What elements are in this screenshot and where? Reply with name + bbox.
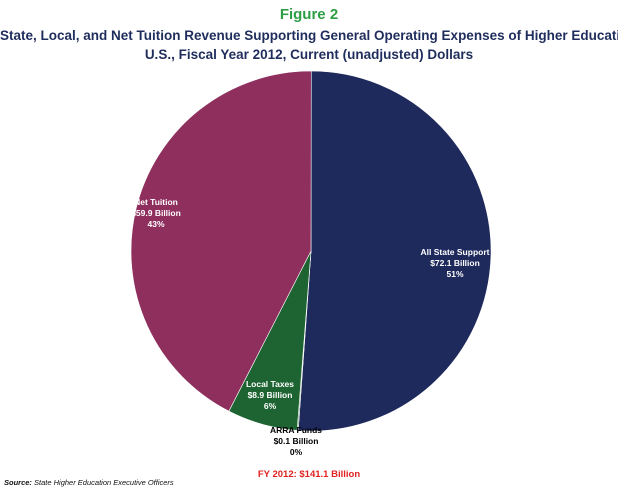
pie-slice-net-tuition (130, 70, 312, 412)
chart-title-line-2: U.S., Fiscal Year 2012, Current (unadjus… (144, 47, 474, 62)
slice-label-net-tuition-value: $59.9 Billion (131, 208, 181, 218)
source-prefix: Source: (4, 478, 32, 487)
slice-label-local-taxes-value: $8.9 Billion (248, 390, 293, 400)
source-text: State Higher Education Executive Officer… (34, 478, 174, 487)
slice-label-net-tuition-name: Net Tuition (134, 197, 178, 207)
figure-label: Figure 2 (279, 6, 339, 23)
slice-label-arra-funds-name: ARRA Funds (270, 425, 322, 435)
chart-title-line-1: State, Local, and Net Tuition Revenue Su… (0, 28, 618, 43)
total-label: FY 2012: $141.1 Billion (257, 469, 361, 480)
slice-label-state-support-percent: 51% (446, 269, 463, 279)
pie-slice-state-support (297, 70, 492, 432)
slice-label-local-taxes-name: Local Taxes (246, 379, 294, 389)
source-note: Source: State Higher Education Executive… (4, 478, 174, 487)
slice-label-net-tuition-percent: 43% (147, 219, 164, 229)
slice-label-arra-funds-percent: 0% (290, 447, 303, 457)
slice-label-local-taxes-percent: 6% (264, 401, 277, 411)
pie-slices (130, 70, 492, 432)
slice-label-state-support-name: All State Support (421, 247, 490, 257)
slice-label-state-support-value: $72.1 Billion (430, 258, 480, 268)
slice-label-arra-funds-value: $0.1 Billion (274, 436, 319, 446)
